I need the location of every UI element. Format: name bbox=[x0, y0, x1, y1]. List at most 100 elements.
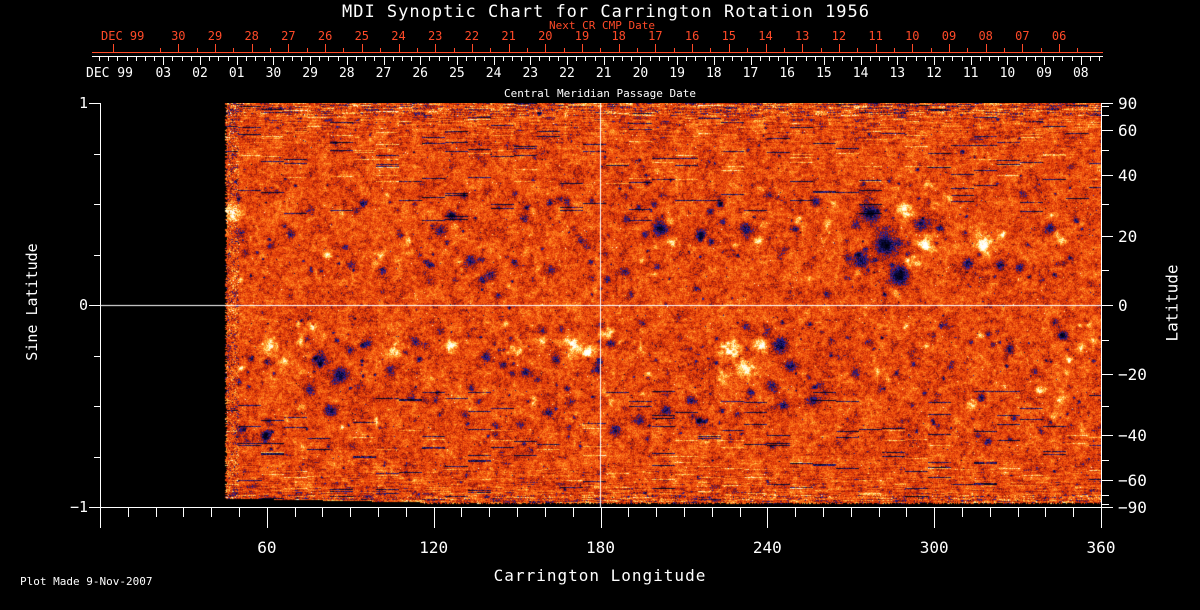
next-cr-tick bbox=[655, 44, 657, 52]
cmp-axis-title: Central Meridian Passage Date bbox=[503, 87, 697, 100]
cmp-minor-tick bbox=[144, 57, 146, 61]
cmp-tick bbox=[310, 57, 312, 65]
longitude-tick bbox=[961, 508, 963, 517]
cmp-minor-tick bbox=[135, 57, 137, 61]
cmp-minor-tick bbox=[264, 57, 266, 61]
latitude-tick-label: 40 bbox=[1118, 166, 1138, 186]
cmp-minor-tick bbox=[1062, 57, 1064, 61]
sine-latitude-tick bbox=[89, 305, 101, 306]
next-cr-tick-label: 25 bbox=[354, 29, 370, 43]
longitude-tick-label: 240 bbox=[752, 538, 782, 557]
longitude-tick bbox=[350, 508, 352, 517]
next-cr-tick-label: 20 bbox=[538, 29, 553, 43]
cmp-tick-label: 14 bbox=[852, 66, 869, 81]
longitude-tick bbox=[294, 508, 296, 517]
cmp-minor-tick bbox=[961, 57, 963, 61]
cmp-minor-tick bbox=[778, 57, 780, 61]
cmp-minor-tick bbox=[612, 57, 614, 61]
next-cr-minor-tick bbox=[747, 48, 749, 52]
latitude-tick bbox=[1102, 235, 1113, 237]
cmp-minor-tick bbox=[255, 57, 257, 61]
cmp-minor-tick bbox=[300, 57, 302, 61]
latitude-tick bbox=[1102, 150, 1109, 152]
cmp-minor-tick bbox=[475, 57, 477, 61]
next-cr-tick-label: 19 bbox=[574, 29, 590, 43]
longitude-tick bbox=[906, 508, 908, 517]
cmp-tick-label: 28 bbox=[338, 66, 355, 81]
longitude-tick bbox=[1045, 508, 1047, 517]
next-cr-minor-tick bbox=[159, 48, 161, 52]
cmp-minor-tick bbox=[126, 57, 128, 61]
longitude-tick bbox=[767, 508, 769, 528]
cmp-minor-tick bbox=[888, 57, 890, 61]
cmp-tick bbox=[346, 57, 348, 65]
longitude-tick bbox=[850, 508, 852, 517]
sine-latitude-minor-tick bbox=[94, 406, 101, 407]
longitude-tick bbox=[544, 508, 546, 517]
latitude-tick bbox=[1102, 103, 1113, 104]
cmp-minor-tick bbox=[1099, 57, 1101, 61]
next-cr-minor-tick bbox=[857, 48, 859, 52]
cmp-minor-tick bbox=[557, 57, 559, 61]
cmp-tick-label: 13 bbox=[889, 66, 906, 81]
longitude-tick-label: 300 bbox=[919, 538, 949, 557]
next-cr-tick-label: 13 bbox=[794, 29, 810, 43]
next-cr-minor-tick bbox=[380, 48, 382, 52]
cmp-tick-label: 23 bbox=[522, 66, 539, 81]
cmp-minor-tick bbox=[649, 57, 651, 61]
next-cr-tick-label: 15 bbox=[721, 29, 737, 43]
longitude-tick bbox=[127, 508, 129, 517]
cmp-tick-label: 29 bbox=[302, 66, 318, 81]
next-cr-tick bbox=[325, 44, 327, 52]
next-cr-tick-label: 30 bbox=[171, 29, 186, 43]
next-cr-minor-tick bbox=[453, 48, 455, 52]
cmp-minor-tick bbox=[585, 57, 587, 61]
cmp-tick-label: 25 bbox=[449, 66, 465, 81]
cmp-minor-tick bbox=[594, 57, 596, 61]
longitude-tick bbox=[266, 508, 268, 528]
cmp-tick bbox=[273, 57, 275, 65]
cmp-minor-tick bbox=[466, 57, 468, 61]
latitude-tick bbox=[1102, 130, 1113, 132]
sine-latitude-tick-label: 0 bbox=[78, 296, 88, 314]
next-cr-month-label: DEC 99 bbox=[101, 29, 145, 43]
cmp-tick bbox=[970, 57, 972, 65]
cmp-tick-label: 15 bbox=[816, 66, 832, 81]
next-cr-minor-tick bbox=[563, 48, 565, 52]
latitude-tick bbox=[1102, 459, 1109, 461]
next-cr-tick bbox=[1059, 44, 1061, 52]
next-cr-minor-tick bbox=[270, 48, 272, 52]
cmp-tick-label: 26 bbox=[412, 66, 429, 81]
cmp-tick-label: 18 bbox=[705, 66, 722, 81]
longitude-tick bbox=[239, 508, 241, 517]
next-cr-tick bbox=[1022, 44, 1024, 52]
cmp-minor-tick bbox=[915, 57, 917, 61]
latitude-tick bbox=[1102, 406, 1109, 407]
sine-latitude-minor-tick bbox=[94, 456, 101, 458]
next-cr-tick-label: 26 bbox=[317, 29, 333, 43]
cmp-tick-label: 16 bbox=[779, 66, 796, 81]
cmp-minor-tick bbox=[181, 57, 183, 61]
cmp-minor-tick bbox=[484, 57, 486, 61]
longitude-tick bbox=[211, 508, 213, 517]
next-cr-minor-tick bbox=[967, 48, 969, 52]
latitude-tick bbox=[1102, 374, 1113, 376]
cmp-minor-tick bbox=[291, 57, 293, 61]
longitude-tick bbox=[628, 508, 630, 517]
cmp-tick bbox=[1007, 57, 1009, 65]
latitude-tick bbox=[1102, 305, 1113, 306]
next-cr-tick-label: 28 bbox=[244, 29, 259, 43]
cmp-minor-tick bbox=[227, 57, 229, 61]
latitude-tick bbox=[1102, 503, 1109, 505]
cmp-tick bbox=[860, 57, 862, 65]
next-cr-axis-line bbox=[92, 52, 1103, 53]
cmp-minor-tick bbox=[814, 57, 816, 61]
next-cr-minor-tick bbox=[820, 48, 822, 52]
cmp-minor-tick bbox=[172, 57, 174, 61]
plot-made-label: Plot Made 9-Nov-2007 bbox=[20, 575, 153, 588]
cmp-minor-tick bbox=[411, 57, 413, 61]
longitude-tick bbox=[1101, 508, 1102, 528]
next-cr-tick-label: 07 bbox=[1015, 29, 1030, 43]
next-cr-tick bbox=[178, 44, 180, 52]
cmp-tick bbox=[713, 57, 715, 65]
